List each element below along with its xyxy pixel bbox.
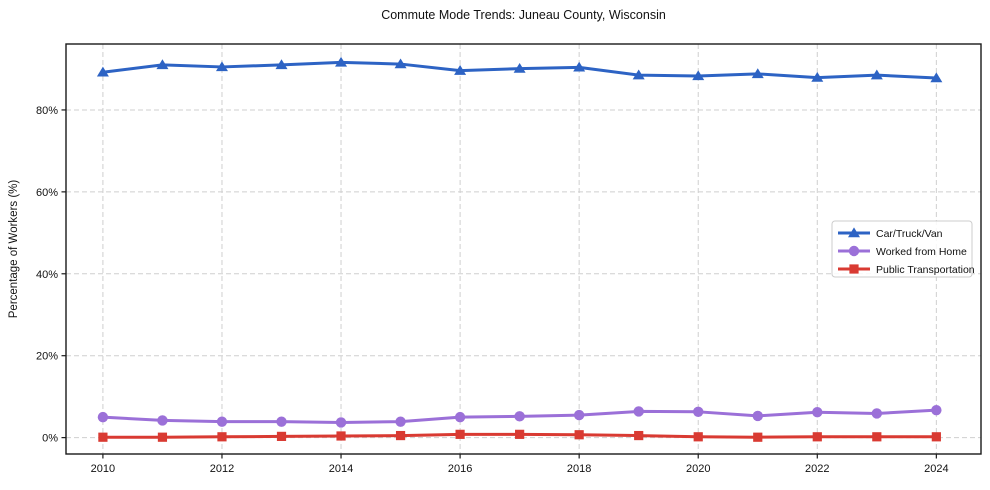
axis-ticks: 2010 2012 2014 2016 2018 2020 2022 2024 0% 20% 40%… [36,105,949,475]
data-point-circle [848,245,860,257]
data-point-circle [931,404,942,416]
x-tick-label: 2010 [91,463,115,475]
y-tick-label: 20% [36,351,58,363]
x-tick-label: 2014 [329,463,353,475]
data-point-circle [157,415,168,426]
legend-item-worked-from-home: Worked from Home [838,245,967,258]
data-point-circle [395,416,406,427]
y-tick-label: 80% [36,105,58,117]
legend-label: Car/Truck/Van [876,228,943,240]
x-tick-label: 2018 [567,463,591,475]
data-point-square [753,432,763,442]
data-point-triangle [394,58,407,69]
data-point-triangle [454,65,467,75]
data-point-square [336,431,346,441]
series-public-transportation [98,429,941,442]
y-tick-label: 0% [42,433,58,445]
data-point-circle [97,411,109,423]
y-tick-label: 60% [36,187,58,199]
legend-label: Public Transportation [876,264,975,276]
legend-item-public-transportation: Public Transportation [838,264,975,276]
x-tick-label: 2020 [686,463,710,475]
y-axis-label: Percentage of Workers (%) [8,179,20,319]
data-point-square [574,430,584,440]
x-tick-label: 2022 [805,463,829,475]
data-point-triangle [632,69,645,80]
x-tick-label: 2012 [210,463,234,475]
data-point-square [217,432,227,442]
data-point-triangle [811,71,824,82]
data-point-triangle [275,59,288,70]
series-worked-from-home [97,404,942,428]
data-point-circle [454,411,466,423]
data-point-square [634,430,644,441]
data-point-circle [276,416,287,427]
data-point-square [812,432,822,442]
data-point-circle [216,416,228,427]
data-point-triangle [96,66,109,77]
data-point-triangle [156,59,169,70]
chart-title: Commute Mode Trends: Juneau County, Wisc… [381,8,666,22]
data-point-circle [871,408,883,419]
legend: Car/Truck/Van Worked from Home Public Tran… [831,220,975,278]
data-point-square [455,429,465,439]
data-point-triangle [870,69,883,80]
legend-box [831,220,973,278]
data-point-circle [752,410,763,422]
data-point-triangle [692,70,705,81]
data-point-square [98,432,108,442]
data-point-square [849,264,859,274]
x-tick-label: 2024 [924,463,948,475]
data-point-circle [335,417,347,428]
data-point-square [931,432,941,442]
data-point-triangle [513,62,526,73]
data-point-triangle [848,227,860,238]
data-point-circle [633,406,644,417]
data-point-square [157,432,168,442]
data-point-triangle [751,68,764,79]
data-point-circle [812,407,823,418]
data-point-square [276,431,287,441]
plot-border [65,43,982,455]
y-tick-label: 40% [36,269,58,281]
data-point-square [693,432,703,442]
x-tick-label: 2016 [448,463,472,475]
data-point-triangle [335,56,348,67]
data-point-triangle [930,72,943,83]
series-car-truck-van [96,56,943,83]
data-point-triangle [573,61,586,72]
data-point-circle [693,406,704,418]
data-point-square [515,429,525,439]
legend-label: Worked from Home [876,246,967,258]
legend-item-car-truck-van: Car/Truck/Van [838,227,943,240]
data-point-square [872,432,882,442]
data-point-triangle [215,61,228,72]
data-point-circle [573,409,585,421]
data-point-circle [514,411,525,422]
data-point-square [395,430,406,441]
